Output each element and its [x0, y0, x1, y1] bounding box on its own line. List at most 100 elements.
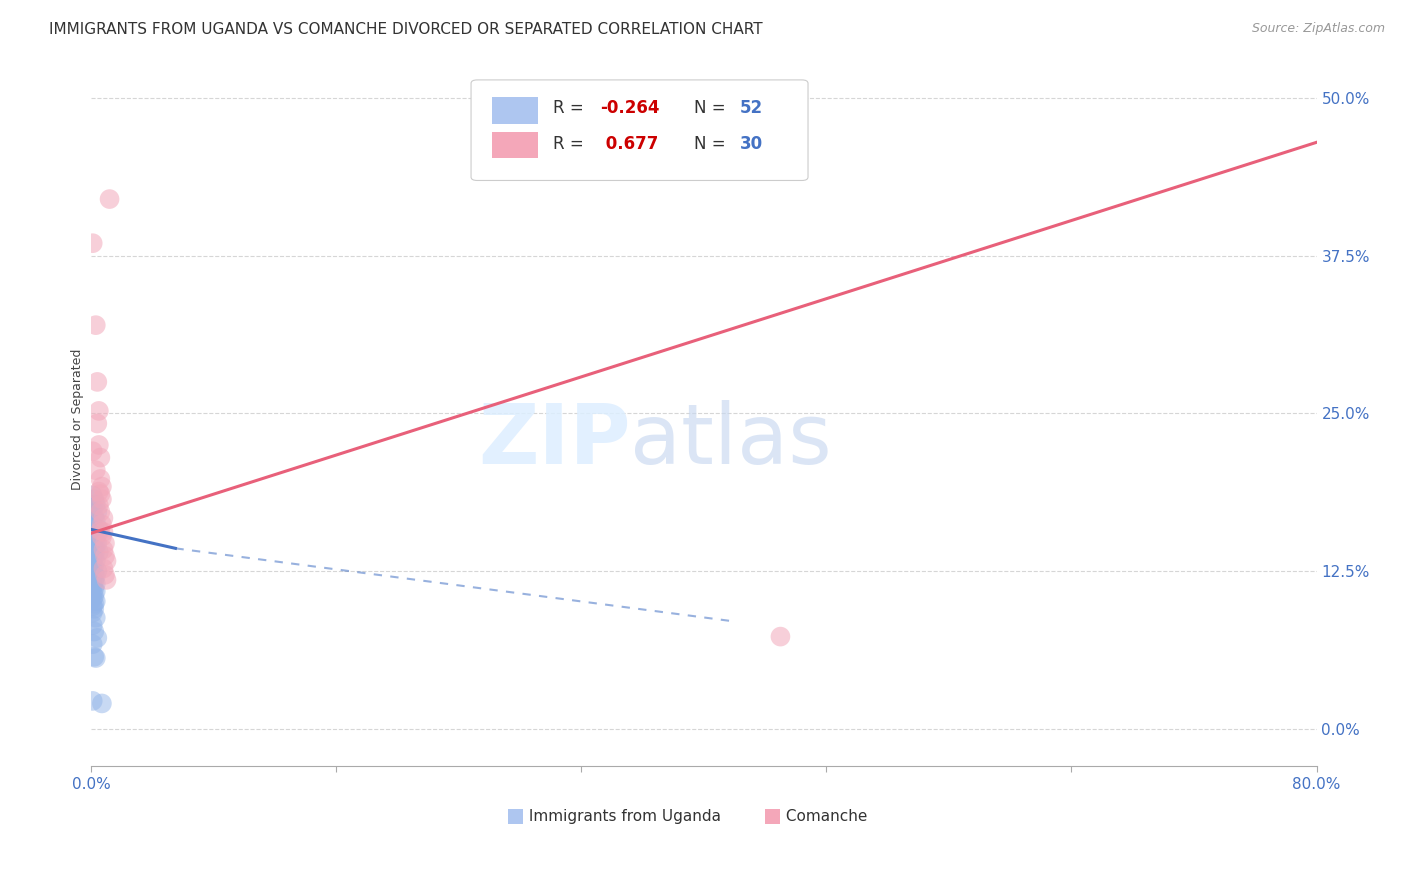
- Text: Comanche: Comanche: [782, 809, 868, 824]
- Point: [89, 472, 111, 486]
- Point: [82, 557, 104, 571]
- Point: [82, 572, 104, 586]
- Point: [87, 484, 110, 499]
- Point: [89, 505, 111, 519]
- Point: [84, 524, 107, 539]
- Point: [94, 567, 117, 582]
- Point: [84, 576, 107, 591]
- Point: [98, 192, 121, 206]
- Point: [87, 404, 110, 418]
- Point: [84, 594, 107, 608]
- Point: [83, 533, 105, 547]
- Text: IMMIGRANTS FROM UGANDA VS COMANCHE DIVORCED OR SEPARATED CORRELATION CHART: IMMIGRANTS FROM UGANDA VS COMANCHE DIVOR…: [49, 22, 763, 37]
- Point: [84, 554, 107, 568]
- Point: [86, 564, 108, 578]
- Point: [96, 573, 118, 587]
- Point: [90, 530, 112, 544]
- Text: 0.677: 0.677: [600, 136, 658, 153]
- Point: [83, 624, 105, 639]
- FancyBboxPatch shape: [492, 132, 538, 158]
- Point: [84, 610, 107, 624]
- Text: atlas: atlas: [630, 400, 832, 481]
- Point: [89, 450, 111, 465]
- Point: [82, 500, 104, 515]
- Point: [82, 587, 104, 601]
- Point: [84, 651, 107, 665]
- Point: [96, 554, 118, 568]
- Text: Immigrants from Uganda: Immigrants from Uganda: [524, 809, 721, 824]
- Point: [82, 599, 104, 614]
- Point: [93, 511, 115, 525]
- Point: [83, 509, 105, 524]
- Point: [84, 514, 107, 528]
- Point: [83, 574, 105, 588]
- Point: [93, 561, 115, 575]
- Point: [83, 566, 105, 581]
- Point: [90, 517, 112, 532]
- Point: [83, 649, 105, 664]
- Point: [82, 548, 104, 562]
- Point: [82, 579, 104, 593]
- Point: [769, 630, 792, 644]
- Point: [86, 631, 108, 645]
- Point: [82, 488, 104, 502]
- Text: ZIP: ZIP: [478, 400, 630, 481]
- Point: [94, 549, 117, 563]
- Text: Source: ZipAtlas.com: Source: ZipAtlas.com: [1251, 22, 1385, 36]
- Point: [93, 542, 115, 557]
- Point: [94, 536, 117, 550]
- Point: [93, 524, 115, 539]
- Point: [83, 550, 105, 565]
- Point: [82, 539, 104, 553]
- Point: [83, 492, 105, 507]
- Point: [82, 694, 104, 708]
- Point: [84, 318, 107, 333]
- Point: [83, 541, 105, 556]
- Point: [83, 520, 105, 534]
- Point: [83, 597, 105, 611]
- Point: [86, 375, 108, 389]
- Point: [84, 535, 107, 549]
- Point: [84, 497, 107, 511]
- FancyBboxPatch shape: [492, 97, 538, 124]
- Point: [84, 584, 107, 599]
- Point: [82, 530, 104, 544]
- Text: 52: 52: [740, 99, 762, 118]
- Point: [84, 569, 107, 583]
- Point: [83, 602, 105, 616]
- Point: [84, 544, 107, 558]
- Point: [82, 444, 104, 458]
- Point: [83, 582, 105, 596]
- Point: [82, 637, 104, 651]
- Text: 30: 30: [740, 136, 762, 153]
- Point: [82, 618, 104, 632]
- Text: R =: R =: [553, 136, 589, 153]
- Point: [82, 561, 104, 575]
- Point: [87, 545, 110, 559]
- FancyBboxPatch shape: [765, 809, 780, 824]
- FancyBboxPatch shape: [471, 80, 808, 180]
- Point: [86, 536, 108, 550]
- Point: [90, 697, 112, 711]
- Point: [89, 487, 111, 501]
- Y-axis label: Divorced or Separated: Divorced or Separated: [72, 349, 84, 491]
- Text: -0.264: -0.264: [600, 99, 659, 118]
- Point: [87, 523, 110, 537]
- Point: [86, 527, 108, 541]
- Point: [82, 517, 104, 532]
- Point: [82, 606, 104, 620]
- Text: N =: N =: [695, 136, 731, 153]
- Point: [90, 479, 112, 493]
- Point: [83, 559, 105, 574]
- Point: [86, 417, 108, 431]
- Text: R =: R =: [553, 99, 589, 118]
- Point: [87, 438, 110, 452]
- Point: [82, 236, 104, 251]
- FancyBboxPatch shape: [508, 809, 523, 824]
- Point: [89, 524, 111, 538]
- Point: [82, 591, 104, 606]
- Point: [90, 492, 112, 507]
- Point: [87, 499, 110, 513]
- Point: [84, 463, 107, 477]
- Text: N =: N =: [695, 99, 731, 118]
